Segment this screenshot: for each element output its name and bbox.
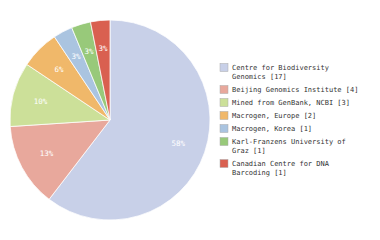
legend: Centre for BiodiversityGenomics [17] Beij… <box>220 64 358 177</box>
legend-label-line: Graz [1] <box>232 147 266 155</box>
data-label: 13% <box>40 149 54 158</box>
legend-label-line: Canadian Centre for DNA <box>232 160 330 168</box>
data-label: 10% <box>34 97 48 106</box>
data-labels: 58%13%10%6%3%3%3% <box>34 44 186 159</box>
legend-swatch <box>220 160 228 168</box>
legend-swatch <box>220 138 228 146</box>
legend-label: Canadian Centre for DNABarcoding [1] <box>232 160 330 177</box>
legend-item: Canadian Centre for DNABarcoding [1] <box>220 160 330 177</box>
legend-swatch <box>220 99 228 107</box>
legend-label-line: Barcoding [1] <box>232 169 287 177</box>
data-label: 58% <box>171 139 185 148</box>
data-label: 3% <box>98 44 108 53</box>
legend-label-line: Mined from GenBank, NCBI [3] <box>232 99 350 107</box>
legend-swatch <box>220 125 228 133</box>
legend-label-line: Beijing Genomics Institute [4] <box>232 86 358 94</box>
data-label: 3% <box>85 47 95 56</box>
legend-label-line: Genomics [17] <box>232 73 287 81</box>
pie-slice <box>10 120 110 199</box>
legend-label-line: Centre for Biodiversity <box>232 64 329 72</box>
legend-item: Beijing Genomics Institute [4] <box>220 86 358 94</box>
legend-label: Mined from GenBank, NCBI [3] <box>232 99 350 107</box>
legend-swatch <box>220 112 228 120</box>
legend-label: Macrogen, Europe [2] <box>232 112 316 120</box>
legend-label-line: Macrogen, Europe [2] <box>232 112 316 120</box>
legend-label-line: Macrogen, Korea [1] <box>232 125 312 133</box>
legend-item: Macrogen, Europe [2] <box>220 112 316 120</box>
legend-label: Karl-Franzens University ofGraz [1] <box>232 138 346 155</box>
legend-swatch <box>220 64 228 72</box>
legend-swatch <box>220 86 228 94</box>
legend-label: Beijing Genomics Institute [4] <box>232 86 358 94</box>
legend-item: Macrogen, Korea [1] <box>220 125 312 133</box>
data-label: 3% <box>72 52 82 61</box>
legend-item: Mined from GenBank, NCBI [3] <box>220 99 350 107</box>
pie-slice <box>90 20 110 120</box>
legend-label-line: Karl-Franzens University of <box>232 138 346 146</box>
chart: 58%13%10%6%3%3%3%Centre for Biodiversity… <box>0 0 380 240</box>
legend-label: Macrogen, Korea [1] <box>232 125 312 133</box>
pie <box>10 20 210 220</box>
data-label: 6% <box>55 65 65 74</box>
legend-item: Centre for BiodiversityGenomics [17] <box>220 64 329 81</box>
legend-item: Karl-Franzens University ofGraz [1] <box>220 138 346 155</box>
legend-label: Centre for BiodiversityGenomics [17] <box>232 64 329 81</box>
